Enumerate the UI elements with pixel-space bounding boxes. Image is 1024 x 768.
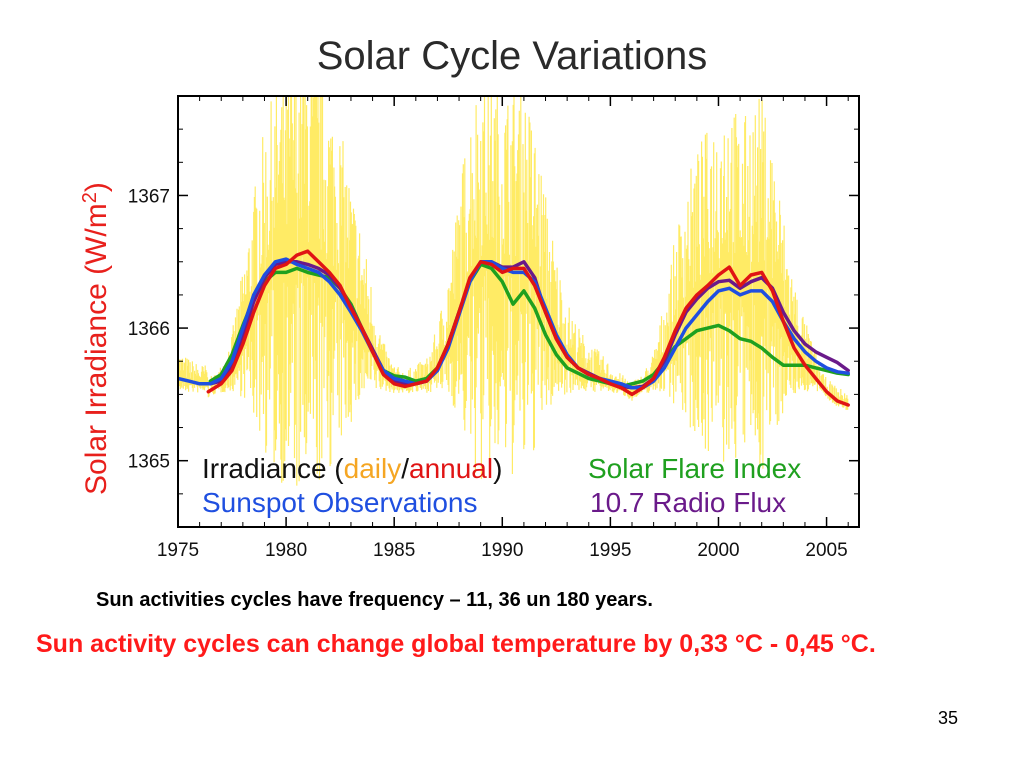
legend-annual: annual: [409, 453, 493, 484]
legend-irradiance: Irradiance (daily/annual): [202, 453, 502, 484]
legend-slash: /: [401, 453, 409, 484]
y-axis-label-base: Solar Irradiance (W/m: [80, 203, 113, 495]
annual-series-line: [206, 249, 850, 407]
page-number: 35: [938, 708, 959, 728]
y-tick-label-1365: 1365: [128, 452, 170, 473]
legend-sunspot: Sunspot Observations: [202, 487, 478, 518]
annual-series-group: [178, 249, 850, 407]
x-tick-label-1990: 1990: [481, 540, 523, 561]
y-axis-label-close: ): [80, 182, 113, 192]
caption-frequency: Sun activities cycles have frequency – 1…: [96, 589, 653, 611]
caption-temperature: Sun activity cycles can change global te…: [36, 630, 876, 658]
y-tick-label-1367: 1367: [128, 186, 170, 207]
x-tick-label-2005: 2005: [805, 540, 847, 561]
y-tick-label-1366: 1366: [128, 319, 170, 340]
legend-radio: 10.7 Radio Flux: [590, 487, 786, 518]
x-tick-label-1975: 1975: [157, 540, 199, 561]
legend-daily: daily: [344, 453, 402, 484]
chart-title: Solar Cycle Variations: [316, 34, 708, 78]
legend: Irradiance (daily/annual) Sunspot Observ…: [202, 453, 801, 518]
legend-flare: Solar Flare Index: [588, 453, 801, 484]
plot-frame: [177, 95, 860, 528]
x-tick-label-1995: 1995: [589, 540, 631, 561]
x-tick-label-2000: 2000: [697, 540, 739, 561]
x-tick-label-1985: 1985: [373, 540, 415, 561]
flare-series-line: [208, 262, 850, 389]
x-tick-label-1980: 1980: [265, 540, 307, 561]
y-axis-label: Solar Irradiance (W/m2): [79, 182, 113, 495]
axis-ticks: 1975 1980 1985 1990 1995 2000 2005 1365 1366 1367: [128, 95, 859, 561]
legend-irradiance-prefix: Irradiance (: [202, 453, 344, 484]
radio-series-line: [208, 260, 850, 390]
y-axis-label-sup: 2: [79, 192, 101, 203]
legend-irradiance-suffix: ): [493, 453, 502, 484]
